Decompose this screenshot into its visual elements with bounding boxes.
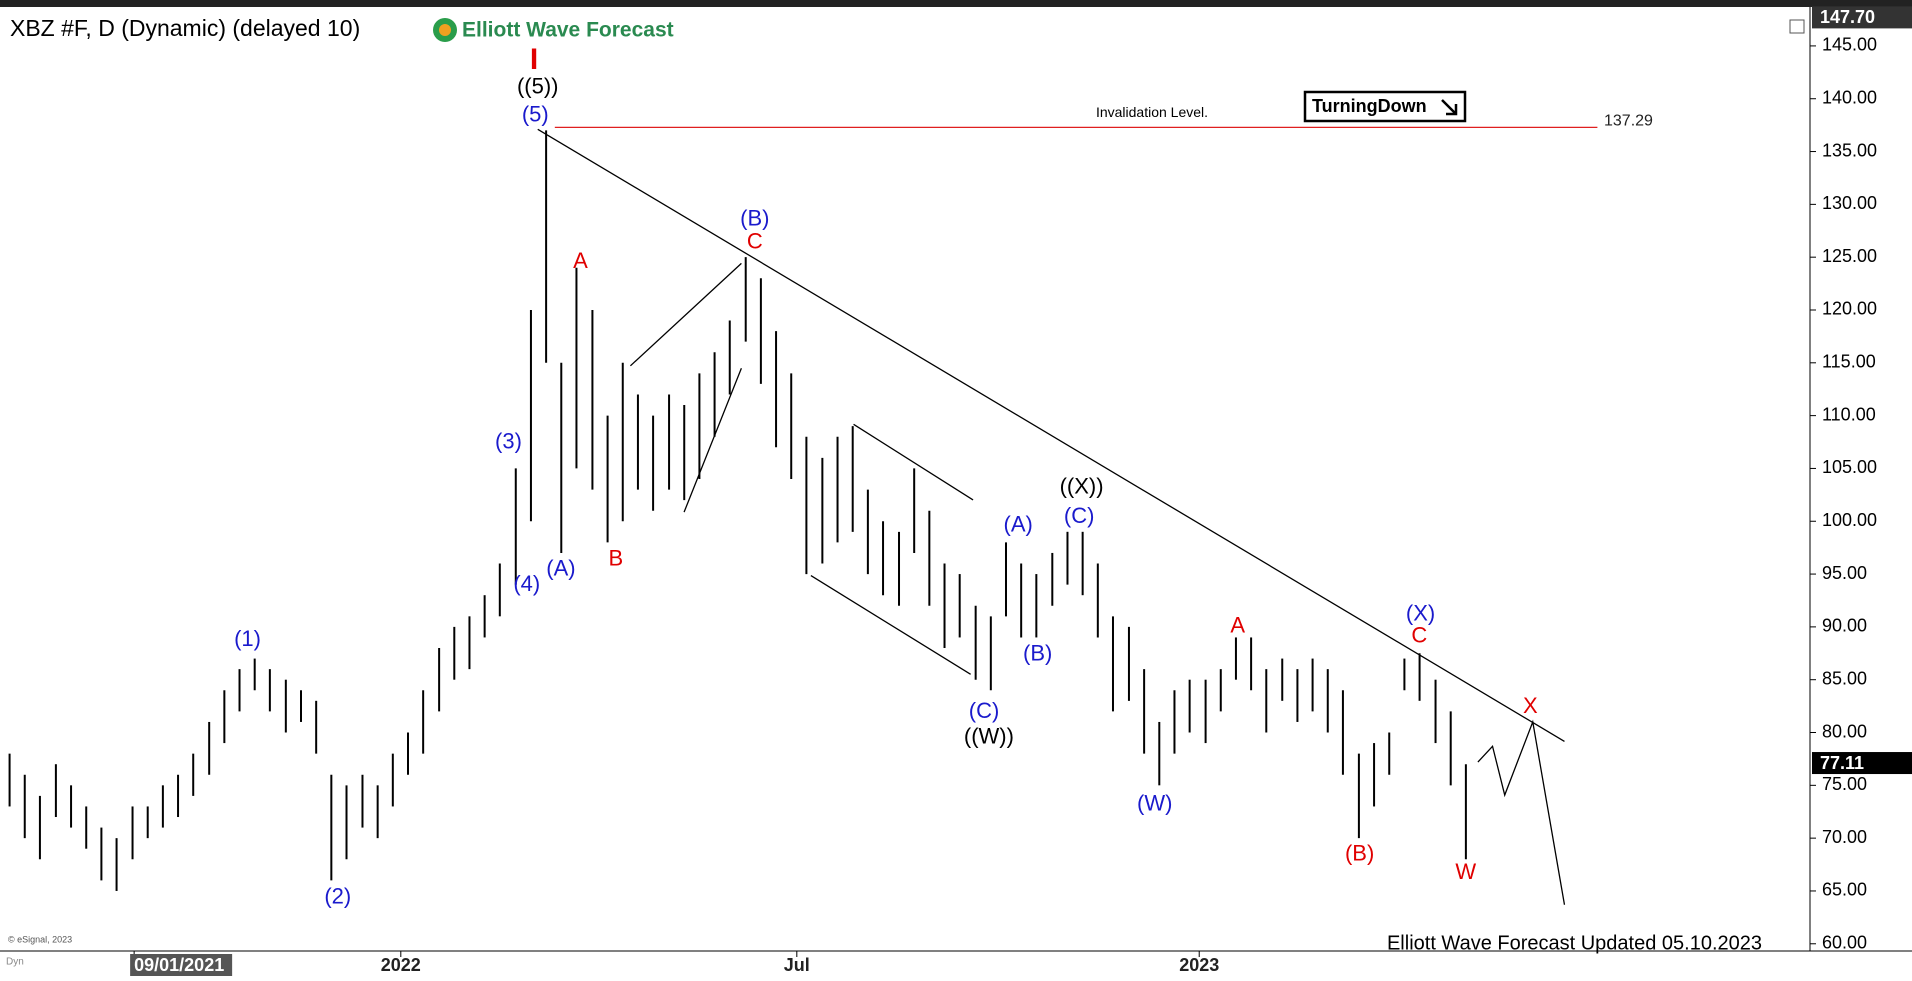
wave-label: ((5)) [517,74,559,99]
x-tick-highlight [130,954,233,976]
badge: TurningDown [1312,96,1427,116]
price-marker-label: 77.11 [1820,753,1864,773]
y-tick-label: 90.00 [1822,616,1867,636]
x-tick-label: 2022 [381,955,421,975]
y-tick-label: 85.00 [1822,668,1867,688]
wave-label: ((W)) [964,724,1014,749]
chart-title: XBZ #F, D (Dynamic) (delayed 10) [10,15,360,41]
y-tick-label: 95.00 [1822,563,1867,583]
wave-label: A [1230,613,1245,638]
wave-label: W [1455,859,1476,884]
wave-label: (2) [324,883,351,908]
y-tick-label: 145.00 [1822,35,1877,55]
y-tick-label: 80.00 [1822,721,1867,741]
y-tick-label: 140.00 [1822,87,1877,107]
wave-label: (W) [1137,791,1172,816]
wave-label: (B) [1345,841,1374,866]
wave-label: (4) [513,571,540,596]
y-tick-label: 75.00 [1822,774,1867,794]
y-tick-label: 60.00 [1822,933,1867,953]
wave-label: (C) [1064,503,1095,528]
price-marker-box [1812,6,1912,29]
invalidation-label: Invalidation Level. [1096,104,1208,120]
wave-label: (C) [969,698,1000,723]
wave-label: (B) [1023,641,1052,666]
channel-line [853,423,974,501]
brand-logo-core [439,24,451,36]
top-bar [0,0,1912,7]
channel-line [683,368,742,513]
channel-line [629,262,742,367]
copyright: © eSignal, 2023 [8,934,72,944]
wave-label: (X) [1406,600,1435,625]
wave-label: ((X)) [1060,474,1104,499]
wave-label: (B) [740,205,769,230]
wave-label: (1) [234,626,261,651]
projection-path [1477,719,1566,905]
price-marker-label: 147.70 [1820,7,1875,27]
channel-line [810,574,971,675]
y-tick-label: 120.00 [1822,299,1877,319]
badge-arrow [1441,99,1458,116]
wave-label: I [530,43,538,76]
badge-box [1303,90,1467,123]
brand: Elliott Wave Forecast [462,19,674,42]
y-tick-label: 105.00 [1822,457,1877,477]
wave-label: A [573,248,588,273]
y-tick-label: 130.00 [1822,193,1877,213]
y-tick-label: 125.00 [1822,246,1877,266]
footer: Elliott Wave Forecast Updated 05.10.2023 [1387,932,1762,954]
window-icon [1789,19,1805,34]
x-tick-label: 09/01/2021 [134,955,224,975]
wave-label: C [747,228,763,253]
wave-label: (5) [522,102,549,127]
y-tick-label: 70.00 [1822,827,1867,847]
wave-label: C [1411,622,1427,647]
trend-line [537,128,1565,742]
y-tick-label: 65.00 [1822,880,1867,900]
y-tick-label: 115.00 [1822,352,1876,372]
wave-label: (A) [546,555,575,580]
y-tick-label: 110.00 [1822,404,1876,424]
price-marker-box [1812,752,1912,775]
y-tick-label: 135.00 [1822,140,1877,160]
x-tick-label: 2023 [1179,955,1219,975]
wave-label: (A) [1004,511,1033,536]
x-tick-label: Jul [784,955,810,975]
wave-label: X [1523,693,1538,718]
wave-label: (3) [495,428,522,453]
wave-label: B [608,546,623,571]
y-tick-label: 100.00 [1822,510,1877,530]
mode-label: Dyn [6,957,24,968]
invalidation-value: 137.29 [1604,113,1653,130]
